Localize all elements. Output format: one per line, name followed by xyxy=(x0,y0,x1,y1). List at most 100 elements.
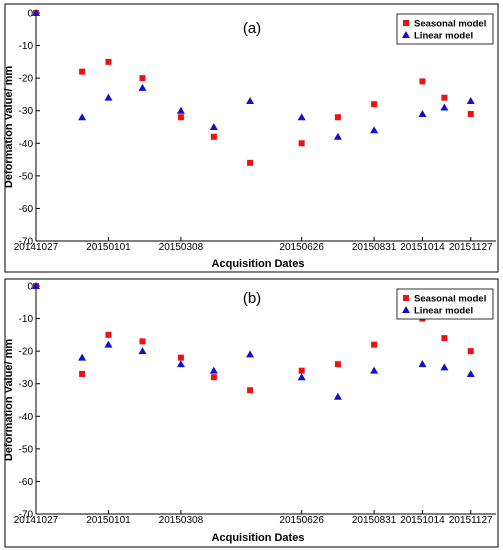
data-point-linear xyxy=(333,132,342,140)
y-tick-label: -70 xyxy=(19,237,34,248)
series-linear xyxy=(32,9,475,140)
legend-box xyxy=(396,288,494,320)
y-tick-label: -10 xyxy=(19,41,34,52)
y-tick-label: -40 xyxy=(19,139,34,150)
data-point-linear xyxy=(466,369,475,377)
legend-box xyxy=(396,13,494,45)
data-point-linear xyxy=(440,103,449,111)
data-point-linear xyxy=(466,96,475,104)
y-tick-label: -30 xyxy=(19,106,34,117)
data-point-linear xyxy=(440,363,449,371)
data-point-linear xyxy=(138,347,147,355)
data-point-seasonal xyxy=(247,159,254,166)
legend-marker-seasonal xyxy=(403,20,409,26)
data-point-seasonal xyxy=(177,354,184,361)
x-tick-label: 20151127 xyxy=(449,515,493,526)
data-point-seasonal xyxy=(419,78,426,85)
data-point-linear xyxy=(418,360,427,368)
data-point-linear xyxy=(246,350,255,358)
data-point-linear xyxy=(176,106,185,114)
data-point-linear xyxy=(209,123,218,130)
data-point-seasonal xyxy=(467,348,474,355)
data-point-seasonal xyxy=(105,331,112,338)
data-point-seasonal xyxy=(298,140,305,147)
y-tick-label: -50 xyxy=(19,171,34,182)
x-tick-label: 20141027 xyxy=(14,515,59,526)
y-tick-label: -60 xyxy=(19,477,34,488)
data-point-seasonal xyxy=(371,101,378,108)
data-point-seasonal xyxy=(247,387,254,394)
x-tick-label: 20151127 xyxy=(449,242,493,253)
data-point-seasonal xyxy=(79,370,86,377)
y-tick-label: -10 xyxy=(19,314,34,325)
legend-entry-label: Linear model xyxy=(414,306,473,317)
data-point-linear xyxy=(246,96,255,104)
x-tick-label: 20150308 xyxy=(159,515,204,526)
x-tick-label: 20150308 xyxy=(159,242,204,253)
data-point-linear xyxy=(370,366,379,374)
data-point-linear xyxy=(138,83,147,91)
y-tick-label: -60 xyxy=(19,204,34,215)
data-point-linear xyxy=(333,392,342,400)
legend-marker-linear xyxy=(402,306,410,313)
legend-marker-linear xyxy=(402,31,410,38)
data-point-seasonal xyxy=(210,133,217,140)
data-point-linear xyxy=(32,9,40,16)
y-axis-label: Deformation Value/ mm xyxy=(3,339,15,461)
y-tick-label: 0 xyxy=(27,282,33,293)
x-tick-label: 20150626 xyxy=(279,242,324,253)
data-point-linear xyxy=(78,353,87,361)
panel-label: (b) xyxy=(243,290,261,307)
data-point-linear xyxy=(297,113,306,121)
series-linear xyxy=(32,282,475,400)
y-tick-label: -40 xyxy=(19,412,34,423)
data-point-seasonal xyxy=(79,68,86,75)
x-tick-label: 20151014 xyxy=(400,242,445,253)
y-tick-label: -20 xyxy=(19,347,34,358)
data-point-linear xyxy=(176,360,185,368)
data-point-seasonal xyxy=(441,335,448,342)
data-point-seasonal xyxy=(371,341,378,348)
y-tick-label: 0 xyxy=(27,9,33,20)
data-point-linear xyxy=(418,109,427,117)
data-point-seasonal xyxy=(298,367,305,374)
data-point-linear xyxy=(32,282,40,289)
data-point-linear xyxy=(297,373,306,381)
x-tick-label: 20150101 xyxy=(86,515,131,526)
panel-label: (a) xyxy=(243,20,261,37)
panel-frame xyxy=(4,278,499,548)
data-point-linear xyxy=(104,340,113,348)
x-axis-label: Acquisition Dates xyxy=(212,532,305,544)
panel-frame xyxy=(4,3,499,273)
data-point-seasonal xyxy=(177,114,184,121)
legend-marker-seasonal xyxy=(403,295,409,301)
y-tick-label: -50 xyxy=(19,444,34,455)
x-tick-label: 20150626 xyxy=(279,515,324,526)
data-point-seasonal xyxy=(105,58,112,65)
x-axis-label: Acquisition Dates xyxy=(212,258,305,270)
data-point-seasonal xyxy=(334,114,341,121)
data-point-seasonal xyxy=(334,361,341,368)
data-point-seasonal xyxy=(139,75,146,82)
legend-entry-label: Linear model xyxy=(414,31,473,42)
y-tick-label: -70 xyxy=(19,510,34,521)
legend-entry-label: Seasonal model xyxy=(414,294,486,305)
x-tick-label: 20150831 xyxy=(352,515,397,526)
data-point-seasonal xyxy=(441,94,448,101)
data-point-seasonal xyxy=(139,338,146,345)
x-tick-label: 20151014 xyxy=(400,515,445,526)
y-tick-label: -20 xyxy=(19,74,34,85)
x-tick-label: 20141027 xyxy=(14,242,59,253)
data-point-linear xyxy=(209,366,218,374)
data-point-seasonal xyxy=(467,110,474,117)
data-point-seasonal xyxy=(210,374,217,381)
y-axis-label: Deformation Value/ mm xyxy=(3,66,15,188)
y-tick-label: -30 xyxy=(19,379,34,390)
data-point-linear xyxy=(370,126,379,134)
data-point-linear xyxy=(78,113,87,121)
